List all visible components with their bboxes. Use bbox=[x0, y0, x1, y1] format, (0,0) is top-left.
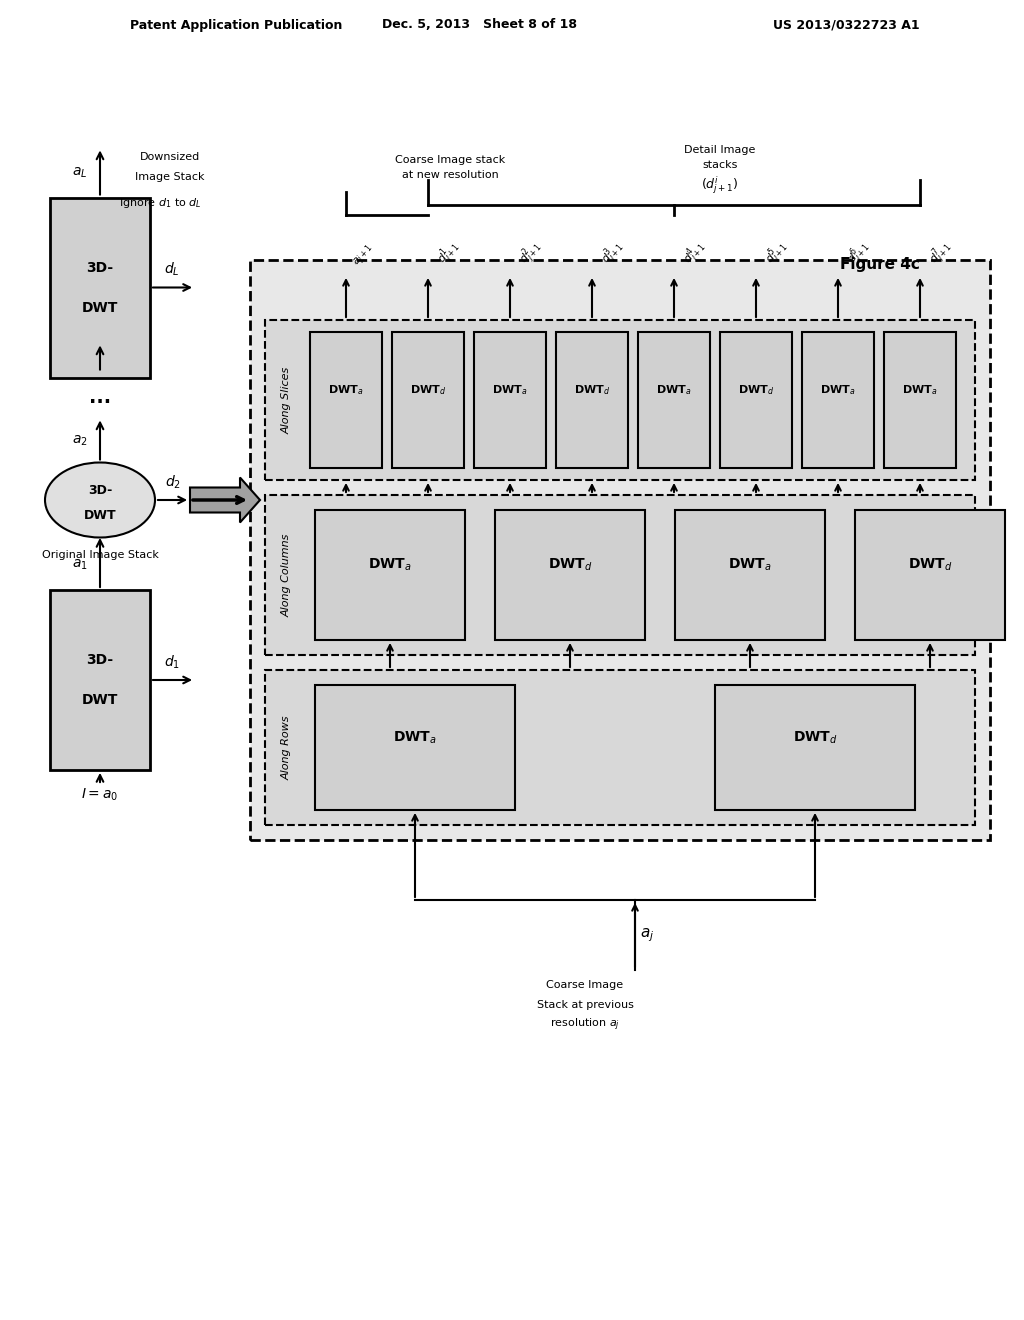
Text: $d_L$: $d_L$ bbox=[164, 261, 180, 279]
Text: Image Stack: Image Stack bbox=[135, 173, 205, 182]
Text: Figure 4c: Figure 4c bbox=[840, 257, 920, 272]
FancyBboxPatch shape bbox=[855, 510, 1005, 640]
Text: $d^4_{j+1}$: $d^4_{j+1}$ bbox=[679, 236, 712, 271]
FancyBboxPatch shape bbox=[392, 333, 464, 469]
Text: Detail Image: Detail Image bbox=[684, 145, 756, 154]
FancyBboxPatch shape bbox=[675, 510, 825, 640]
Text: DWT$_a$: DWT$_a$ bbox=[820, 383, 856, 397]
FancyBboxPatch shape bbox=[315, 685, 515, 810]
Text: DWT: DWT bbox=[82, 693, 118, 708]
Text: $a_{j+1}$: $a_{j+1}$ bbox=[351, 242, 378, 271]
FancyBboxPatch shape bbox=[720, 333, 792, 469]
Text: $d^3_{j+1}$: $d^3_{j+1}$ bbox=[597, 236, 630, 271]
Text: Dec. 5, 2013   Sheet 8 of 18: Dec. 5, 2013 Sheet 8 of 18 bbox=[383, 18, 578, 32]
Text: 3D-: 3D- bbox=[88, 483, 112, 496]
FancyBboxPatch shape bbox=[474, 333, 546, 469]
Text: $a_1$: $a_1$ bbox=[72, 558, 88, 572]
Text: DWT$_d$: DWT$_d$ bbox=[548, 557, 592, 573]
Text: $I=a_0$: $I=a_0$ bbox=[82, 787, 119, 803]
Text: 3D-: 3D- bbox=[86, 260, 114, 275]
FancyBboxPatch shape bbox=[265, 319, 975, 480]
Text: DWT$_a$: DWT$_a$ bbox=[656, 383, 692, 397]
FancyBboxPatch shape bbox=[265, 671, 975, 825]
Text: DWT$_a$: DWT$_a$ bbox=[329, 383, 364, 397]
FancyBboxPatch shape bbox=[495, 510, 645, 640]
Text: Along Rows: Along Rows bbox=[282, 715, 292, 780]
Text: DWT$_a$: DWT$_a$ bbox=[493, 383, 527, 397]
Text: DWT$_a$: DWT$_a$ bbox=[393, 729, 437, 746]
Text: $a_j$: $a_j$ bbox=[640, 927, 654, 944]
FancyBboxPatch shape bbox=[556, 333, 628, 469]
Text: $a_L$: $a_L$ bbox=[73, 165, 88, 180]
Text: Coarse Image stack: Coarse Image stack bbox=[395, 154, 505, 165]
FancyBboxPatch shape bbox=[802, 333, 874, 469]
Text: Downsized: Downsized bbox=[140, 153, 200, 162]
Text: Patent Application Publication: Patent Application Publication bbox=[130, 18, 342, 32]
Text: Coarse Image: Coarse Image bbox=[547, 979, 624, 990]
Text: $a_2$: $a_2$ bbox=[72, 433, 88, 447]
Text: $d^6_{j+1}$: $d^6_{j+1}$ bbox=[843, 236, 877, 271]
Text: US 2013/0322723 A1: US 2013/0322723 A1 bbox=[773, 18, 920, 32]
Text: DWT: DWT bbox=[84, 508, 117, 521]
Text: DWT$_d$: DWT$_d$ bbox=[793, 729, 838, 746]
Text: $d_2$: $d_2$ bbox=[165, 474, 181, 491]
FancyBboxPatch shape bbox=[265, 495, 975, 655]
Text: $d_1$: $d_1$ bbox=[164, 653, 180, 671]
Text: ...: ... bbox=[89, 388, 111, 407]
Text: DWT: DWT bbox=[82, 301, 118, 314]
Text: DWT$_a$: DWT$_a$ bbox=[902, 383, 938, 397]
Text: DWT$_a$: DWT$_a$ bbox=[368, 557, 412, 573]
Text: DWT$_d$: DWT$_d$ bbox=[410, 383, 446, 397]
Text: Original Image Stack: Original Image Stack bbox=[42, 550, 159, 560]
Ellipse shape bbox=[45, 462, 155, 537]
FancyBboxPatch shape bbox=[310, 333, 382, 469]
FancyBboxPatch shape bbox=[50, 198, 150, 378]
Text: DWT$_d$: DWT$_d$ bbox=[738, 383, 774, 397]
FancyBboxPatch shape bbox=[884, 333, 956, 469]
Text: Along Columns: Along Columns bbox=[282, 533, 292, 616]
Text: stacks: stacks bbox=[702, 160, 737, 170]
Text: $d^2_{j+1}$: $d^2_{j+1}$ bbox=[515, 236, 548, 271]
FancyArrow shape bbox=[190, 478, 260, 523]
Text: at new resolution: at new resolution bbox=[401, 170, 499, 180]
FancyBboxPatch shape bbox=[50, 590, 150, 770]
Text: DWT$_a$: DWT$_a$ bbox=[728, 557, 772, 573]
Text: $d^5_{j+1}$: $d^5_{j+1}$ bbox=[761, 236, 794, 271]
Text: $d^1_{j+1}$: $d^1_{j+1}$ bbox=[433, 236, 466, 271]
Text: Ignore $d_1$ to $d_L$: Ignore $d_1$ to $d_L$ bbox=[119, 195, 202, 210]
Text: 3D-: 3D- bbox=[86, 653, 114, 667]
Text: DWT$_d$: DWT$_d$ bbox=[907, 557, 952, 573]
FancyBboxPatch shape bbox=[315, 510, 465, 640]
Text: $(d^i_{j+1})$: $(d^i_{j+1})$ bbox=[701, 174, 739, 195]
FancyBboxPatch shape bbox=[250, 260, 990, 840]
Text: $d^7_{j+1}$: $d^7_{j+1}$ bbox=[925, 236, 958, 271]
Text: resolution $a_j$: resolution $a_j$ bbox=[550, 1016, 620, 1034]
Text: Stack at previous: Stack at previous bbox=[537, 1001, 634, 1010]
Text: Along Slices: Along Slices bbox=[282, 367, 292, 434]
FancyBboxPatch shape bbox=[715, 685, 915, 810]
Text: DWT$_d$: DWT$_d$ bbox=[573, 383, 610, 397]
FancyBboxPatch shape bbox=[638, 333, 710, 469]
